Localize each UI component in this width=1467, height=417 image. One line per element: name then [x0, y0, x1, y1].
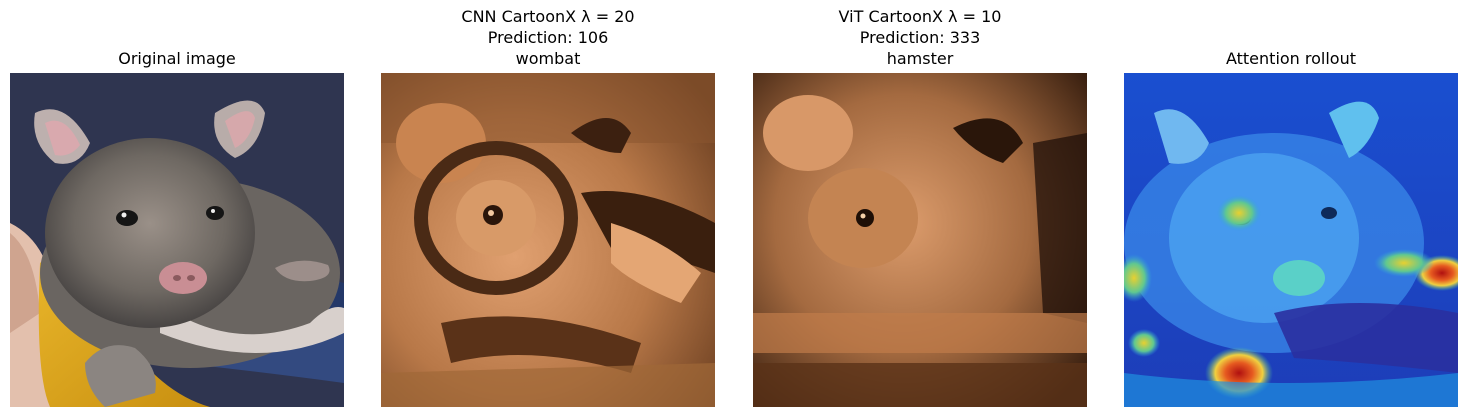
original-image: [10, 73, 344, 407]
title-line: wombat: [515, 49, 581, 68]
title-line: Attention rollout: [1225, 49, 1357, 68]
title-line: CNN CartoonX λ = 20: [461, 7, 635, 26]
title-line: Original image: [118, 49, 236, 68]
attention-rollout-title: Attention rollout: [1124, 48, 1458, 69]
vit-cartoonx-map: [753, 73, 1087, 407]
title-line: Prediction: 106: [487, 28, 609, 47]
attention-rollout-map: [1124, 73, 1458, 407]
cnn-cartoonx-map: [381, 73, 715, 407]
original-image-title: Original image: [10, 48, 344, 69]
title-line: hamster: [886, 49, 954, 68]
vit-cartoonx-title: ViT CartoonX λ = 10 Prediction: 333 hams…: [753, 6, 1087, 69]
cnn-cartoonx-title: CNN CartoonX λ = 20 Prediction: 106 womb…: [381, 6, 715, 69]
title-line: ViT CartoonX λ = 10: [838, 7, 1002, 26]
title-line: Prediction: 333: [859, 28, 981, 47]
